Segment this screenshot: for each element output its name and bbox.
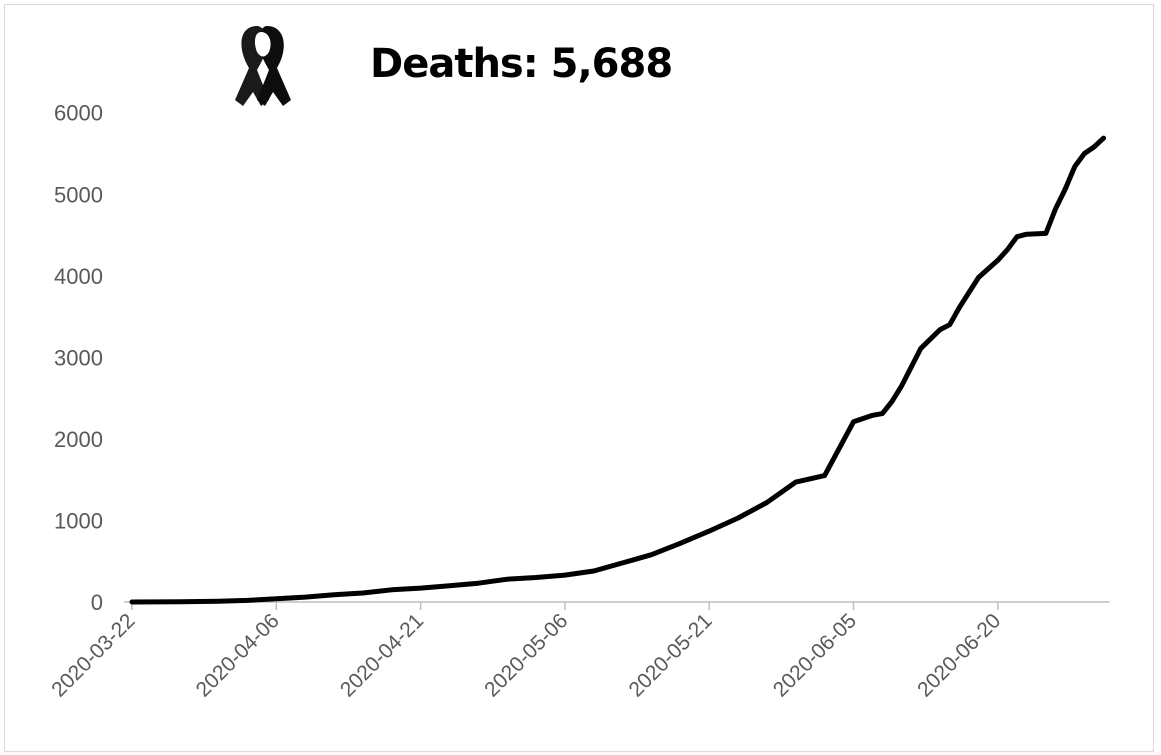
series-line (129, 135, 1107, 605)
x-tick-label: 2020-05-21 (625, 609, 717, 701)
deaths-chart: Deaths: 5,688 0100020003000400050006000 … (47, 26, 1110, 701)
y-tick-label: 1000 (54, 508, 103, 533)
y-tick-label: 3000 (54, 345, 103, 370)
x-tick-label: 2020-04-06 (192, 609, 284, 701)
x-tick-label: 2020-05-06 (480, 609, 572, 701)
chart-title: Deaths: 5,688 (370, 41, 672, 87)
y-tick-label: 0 (91, 590, 103, 615)
y-tick-label: 2000 (54, 427, 103, 452)
x-axis: 2020-03-22 2020-04-06 2020-04-21 2020-05-06… (47, 601, 1110, 701)
x-tick-label: 2020-06-05 (769, 609, 861, 701)
black-ribbon-icon (235, 26, 291, 106)
y-tick-label: 5000 (54, 182, 103, 207)
y-tick-label: 6000 (54, 101, 103, 126)
plot-area (129, 135, 1107, 605)
chart-frame: Deaths: 5,688 0 1000 2000 3000 4000 5000 6000 … (4, 4, 1154, 752)
x-tick-label: 2020-03-22 (47, 609, 139, 701)
y-axis: 0 1000 2000 3000 4000 5000 6000 (54, 101, 103, 615)
y-tick-label: 4000 (54, 264, 103, 289)
x-tick-label: 2020-06-20 (913, 609, 1005, 701)
x-tick-label: 2020-04-21 (336, 609, 428, 701)
